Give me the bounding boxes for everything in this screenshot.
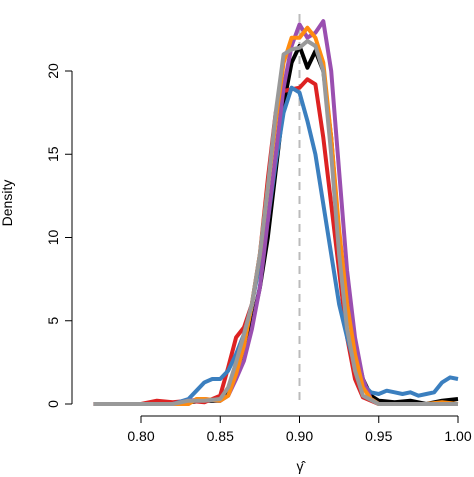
series-line-3 [109, 85, 459, 406]
x-tick-label: 0.95 [365, 428, 392, 444]
y-axis: 0 5 10 15 20 [45, 63, 73, 408]
y-tick-label: 20 [45, 63, 61, 79]
x-tick-label: 0.85 [207, 428, 234, 444]
plot-area [93, 14, 459, 406]
y-tick-label: 5 [45, 317, 61, 325]
x-axis: 0.80 0.85 0.90 0.95 1.00 [127, 415, 472, 444]
x-tick-label: 1.00 [444, 428, 471, 444]
series-line-5 [109, 25, 459, 406]
x-axis-title: γ̂ [297, 458, 307, 474]
x-tick-label: 0.90 [286, 428, 313, 444]
series-line-6 [93, 39, 458, 406]
y-tick-label: 10 [45, 230, 61, 246]
y-tick-label: 15 [45, 146, 61, 162]
x-tick-label: 0.80 [127, 428, 154, 444]
y-tick-label: 0 [45, 400, 61, 408]
series-line-4 [109, 19, 458, 406]
y-axis-title: Density [0, 180, 15, 227]
